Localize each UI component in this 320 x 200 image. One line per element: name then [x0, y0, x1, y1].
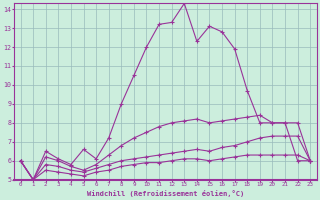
X-axis label: Windchill (Refroidissement éolien,°C): Windchill (Refroidissement éolien,°C) — [87, 190, 244, 197]
